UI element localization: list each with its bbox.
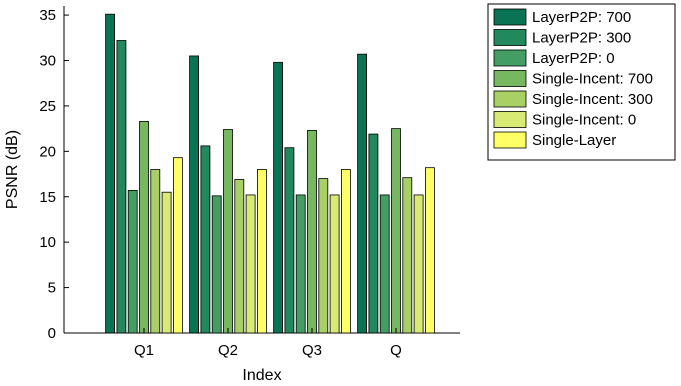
bar [273, 61, 284, 334]
y-tick-label: 15 [39, 189, 56, 206]
legend-swatch [493, 111, 527, 128]
bar [307, 130, 317, 334]
bar [318, 178, 329, 334]
x-ticks-group: Q1 Q2 Q3 Q [134, 328, 402, 359]
legend-swatch [493, 29, 527, 46]
x-tick-label: Q [390, 342, 402, 359]
legend-label: Single-Incent: 0 [532, 112, 636, 129]
bar [413, 194, 424, 334]
bar [234, 179, 245, 334]
bar [223, 129, 233, 334]
bar [379, 194, 390, 334]
y-axis-title: PSNR (dB) [4, 130, 21, 209]
plot-area: 0 5 10 15 20 25 30 35 Q1 Q2 Q3 Q [39, 6, 460, 359]
bar [150, 169, 161, 334]
bar [368, 133, 379, 334]
bar [172, 157, 183, 334]
legend-label: LayerP2P: 700 [532, 9, 631, 26]
legend-swatch [493, 8, 527, 26]
bar [211, 195, 222, 334]
x-tick-label: Q3 [302, 342, 322, 359]
bar [116, 40, 127, 334]
legend-swatch [493, 131, 527, 149]
y-tick-label: 5 [48, 280, 56, 297]
x-tick-label: Q2 [218, 342, 238, 359]
legend-label: Single-Layer [532, 132, 616, 149]
bar [245, 194, 256, 334]
bar [189, 55, 200, 334]
legend-swatch [493, 90, 527, 108]
legend-label: Single-Incent: 300 [532, 91, 653, 108]
bar [105, 13, 115, 334]
y-tick-label: 35 [39, 7, 56, 24]
bar [161, 191, 172, 334]
bar [256, 169, 267, 334]
y-tick-label: 20 [39, 143, 56, 160]
y-tick-label: 10 [39, 234, 56, 251]
bar [127, 189, 138, 334]
x-axis-title: Index [242, 367, 281, 384]
legend: LayerP2P: 700 LayerP2P: 300 LayerP2P: 0 Sin… [487, 3, 676, 161]
bar [424, 167, 435, 334]
bar [357, 53, 368, 334]
bars-group [105, 13, 435, 334]
bar [295, 194, 306, 334]
bar [391, 128, 401, 334]
legend-label: LayerP2P: 300 [532, 30, 631, 47]
y-tick-label: 30 [39, 53, 56, 70]
legend-label: Single-Incent: 700 [532, 71, 653, 88]
y-tick-label: 0 [48, 325, 56, 342]
bar [139, 120, 149, 334]
bar [340, 169, 351, 334]
bar [284, 147, 295, 334]
y-tick-label: 25 [39, 98, 56, 115]
bar [402, 177, 413, 334]
legend-swatch [493, 49, 527, 67]
y-ticks-group: 0 5 10 15 20 25 30 35 [39, 7, 69, 342]
bar [329, 194, 340, 334]
legend-swatch [493, 70, 527, 87]
bar [200, 145, 211, 334]
legend-label: LayerP2P: 0 [532, 50, 615, 67]
x-tick-label: Q1 [134, 342, 154, 359]
